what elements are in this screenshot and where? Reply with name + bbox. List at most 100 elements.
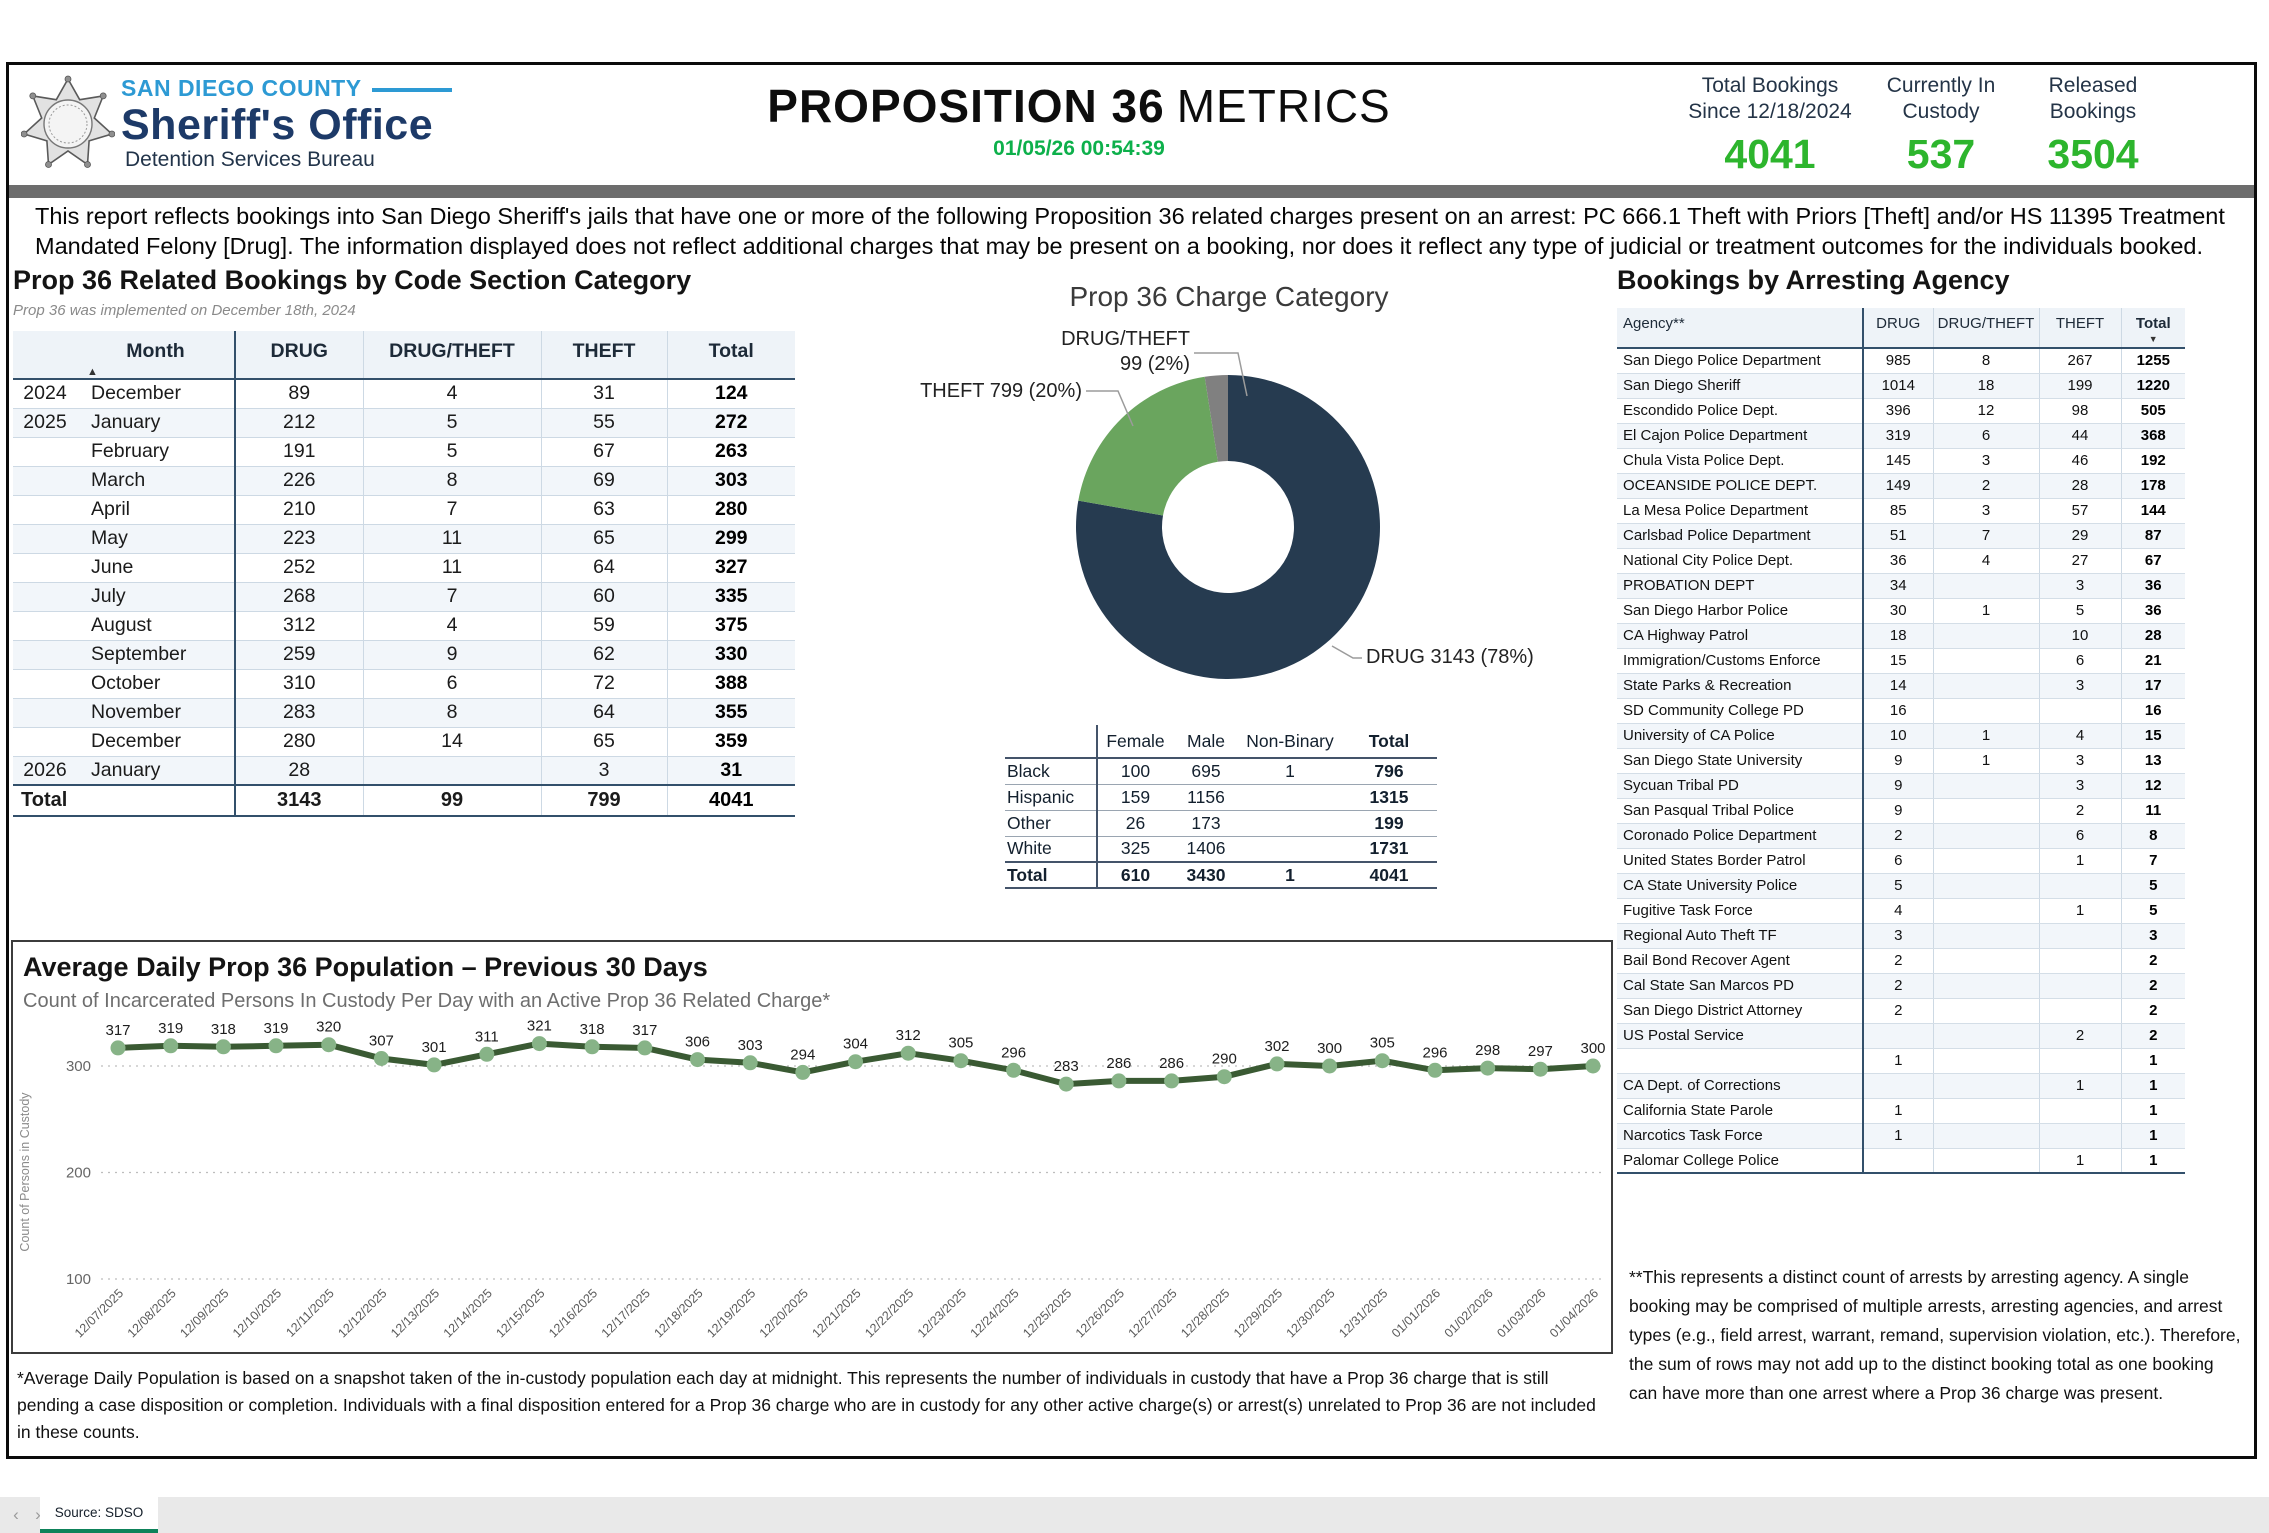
agency-row: San Pasqual Tribal Police 9 2 11 [1617, 798, 2185, 824]
data-point[interactable] [1269, 1056, 1285, 1072]
column-header-year[interactable] [13, 331, 77, 380]
column-header-drug[interactable]: DRUG [234, 331, 363, 380]
value-labels: 317 319 318 319 320 307 301 311 321 318 317 306 303 2… [105, 1018, 1605, 1076]
data-point[interactable] [1164, 1073, 1180, 1089]
data-point[interactable] [110, 1040, 126, 1056]
data-point[interactable] [1427, 1062, 1443, 1078]
donut-slice-drug-theft[interactable] [1204, 375, 1228, 462]
stat-in-custody-value: 537 [1906, 131, 1976, 177]
data-point[interactable] [1532, 1061, 1548, 1077]
demo-row-white: White 325 1406 1731 [1005, 836, 1437, 863]
data-point[interactable] [795, 1064, 811, 1080]
data-point[interactable] [1322, 1058, 1338, 1074]
data-point[interactable] [1058, 1076, 1074, 1092]
report-description: This report reflects bookings into San D… [35, 203, 2225, 259]
monthly-row-april: April 210 7 63 280 [13, 495, 795, 525]
svg-text:305: 305 [948, 1035, 973, 1052]
data-point[interactable] [1480, 1060, 1496, 1076]
column-header-theft[interactable]: THEFT [2038, 308, 2121, 349]
svg-text:12/27/2025: 12/27/2025 [1126, 1286, 1180, 1340]
sort-descending-icon: ▼ [2148, 334, 2158, 344]
charge-category-panel: Prop 36 Charge Category DRUG/THEFT 99 (2%… [904, 265, 1619, 915]
svg-text:12/23/2025: 12/23/2025 [915, 1286, 969, 1340]
svg-text:01/01/2026: 01/01/2026 [1389, 1286, 1443, 1340]
arresting-agency-panel: Bookings by Arresting Agency Agency** DRU… [1617, 265, 2202, 1174]
leader-line-theft [1086, 390, 1134, 427]
svg-text:12/11/2025: 12/11/2025 [283, 1286, 337, 1340]
arresting-agency-table: Agency** DRUG DRUG/THEFT THEFT Total ▼ San Die… [1617, 308, 2185, 1174]
monthly-panel-subtitle: Prop 36 was implemented on December 18th… [13, 302, 356, 319]
agency-row: SD Community College PD 16 16 [1617, 698, 2185, 724]
report-frame: SAN DIEGO COUNTY Sheriff's Office Detent… [6, 62, 2257, 1459]
data-point[interactable] [637, 1040, 653, 1056]
footnote-arresting-agency: **This represents a distinct count of ar… [1629, 1267, 2241, 1403]
column-header-agency[interactable]: Agency** [1617, 308, 1863, 349]
monthly-row-november: November 283 8 64 355 [13, 698, 795, 728]
column-header-month[interactable]: Month ▲ [77, 331, 235, 380]
monthly-row-june: June 252 11 64 327 [13, 553, 795, 583]
column-header-female[interactable]: Female [1096, 725, 1173, 759]
agency-row: Narcotics Task Force 1 1 [1617, 1123, 2185, 1149]
monthly-panel-title: Prop 36 Related Bookings by Code Section… [13, 265, 692, 295]
next-sheet-icon[interactable]: › [35, 1505, 41, 1524]
data-point[interactable] [953, 1053, 969, 1069]
svg-text:304: 304 [843, 1036, 868, 1053]
data-point[interactable] [321, 1037, 337, 1053]
demo-total-row: Total 610 3430 1 4041 [1005, 861, 1437, 889]
logo-county-line: SAN DIEGO COUNTY [121, 75, 621, 102]
data-point[interactable] [373, 1051, 389, 1066]
column-header-male[interactable]: Male [1173, 725, 1239, 759]
data-point[interactable] [531, 1036, 547, 1052]
svg-text:12/18/2025: 12/18/2025 [651, 1286, 705, 1340]
agency-row: University of CA Police 10 1 4 15 [1617, 723, 2185, 749]
svg-text:300: 300 [66, 1058, 91, 1075]
agency-row: National City Police Dept. 36 4 27 67 [1617, 548, 2185, 574]
column-header-total[interactable]: Total [1341, 725, 1437, 759]
agency-row: PROBATION DEPT 34 3 36 [1617, 573, 2185, 599]
svg-text:12/17/2025: 12/17/2025 [599, 1286, 653, 1340]
monthly-header-row: Month ▲ DRUG DRUG/THEFT THEFT Total [13, 331, 795, 380]
monthly-row-october: October 310 6 72 388 [13, 669, 795, 699]
column-header-drug[interactable]: DRUG [1862, 308, 1933, 349]
data-point[interactable] [1111, 1073, 1127, 1089]
previous-sheet-icon[interactable]: ‹ [13, 1505, 19, 1524]
svg-text:312: 312 [896, 1027, 921, 1044]
agency-row: Fugitive Task Force 4 1 5 [1617, 898, 2185, 924]
data-point[interactable] [426, 1057, 442, 1073]
monthly-row-may: May 223 11 65 299 [13, 524, 795, 554]
monthly-row-february: February 191 5 67 263 [13, 437, 795, 467]
charge-category-donut-chart [1076, 352, 1381, 679]
data-point[interactable] [584, 1039, 600, 1055]
donut-slice-theft[interactable] [1078, 376, 1218, 516]
data-point[interactable] [690, 1052, 705, 1068]
column-header-drugtheft[interactable]: DRUG/THEFT [362, 331, 541, 380]
column-header-theft[interactable]: THEFT [540, 331, 667, 380]
monthly-row-january: 2026 January 28 3 31 [13, 756, 795, 786]
data-point[interactable] [848, 1054, 863, 1070]
data-point[interactable] [1006, 1062, 1022, 1078]
data-point[interactable] [268, 1038, 284, 1054]
svg-text:01/02/2026: 01/02/2026 [1442, 1286, 1496, 1340]
agency-row: Coronado Police Department 2 6 8 [1617, 823, 2185, 849]
data-point[interactable] [163, 1038, 179, 1054]
x-axis-labels: 12/07/202512/08/202512/09/202512/10/2025… [72, 1286, 1601, 1340]
column-header-total[interactable]: Total [666, 331, 795, 380]
data-point[interactable] [1585, 1058, 1601, 1074]
data-point[interactable] [742, 1055, 758, 1071]
svg-text:300: 300 [1580, 1040, 1605, 1057]
monthly-row-march: March 226 8 69 303 [13, 466, 795, 496]
column-header-nonbinary[interactable]: Non-Binary [1239, 725, 1341, 759]
svg-text:12/13/2025: 12/13/2025 [388, 1286, 442, 1340]
data-point[interactable] [479, 1046, 495, 1062]
monthly-row-august: August 312 4 59 375 [13, 611, 795, 641]
data-point[interactable] [1216, 1069, 1232, 1085]
sheet-tab-source-sdso[interactable]: Source: SDSO [40, 1497, 158, 1533]
stat-released-value: 3504 [2047, 131, 2139, 177]
column-header-drugtheft[interactable]: DRUG/THEFT [1932, 308, 2039, 349]
donut-slice-drug[interactable] [1076, 375, 1381, 679]
column-header-total[interactable]: Total ▼ [2120, 308, 2185, 349]
data-point[interactable] [215, 1039, 231, 1055]
y-gridlines: 300 200 100 [66, 1058, 1601, 1288]
data-point[interactable] [1374, 1053, 1390, 1069]
data-point[interactable] [900, 1045, 916, 1061]
